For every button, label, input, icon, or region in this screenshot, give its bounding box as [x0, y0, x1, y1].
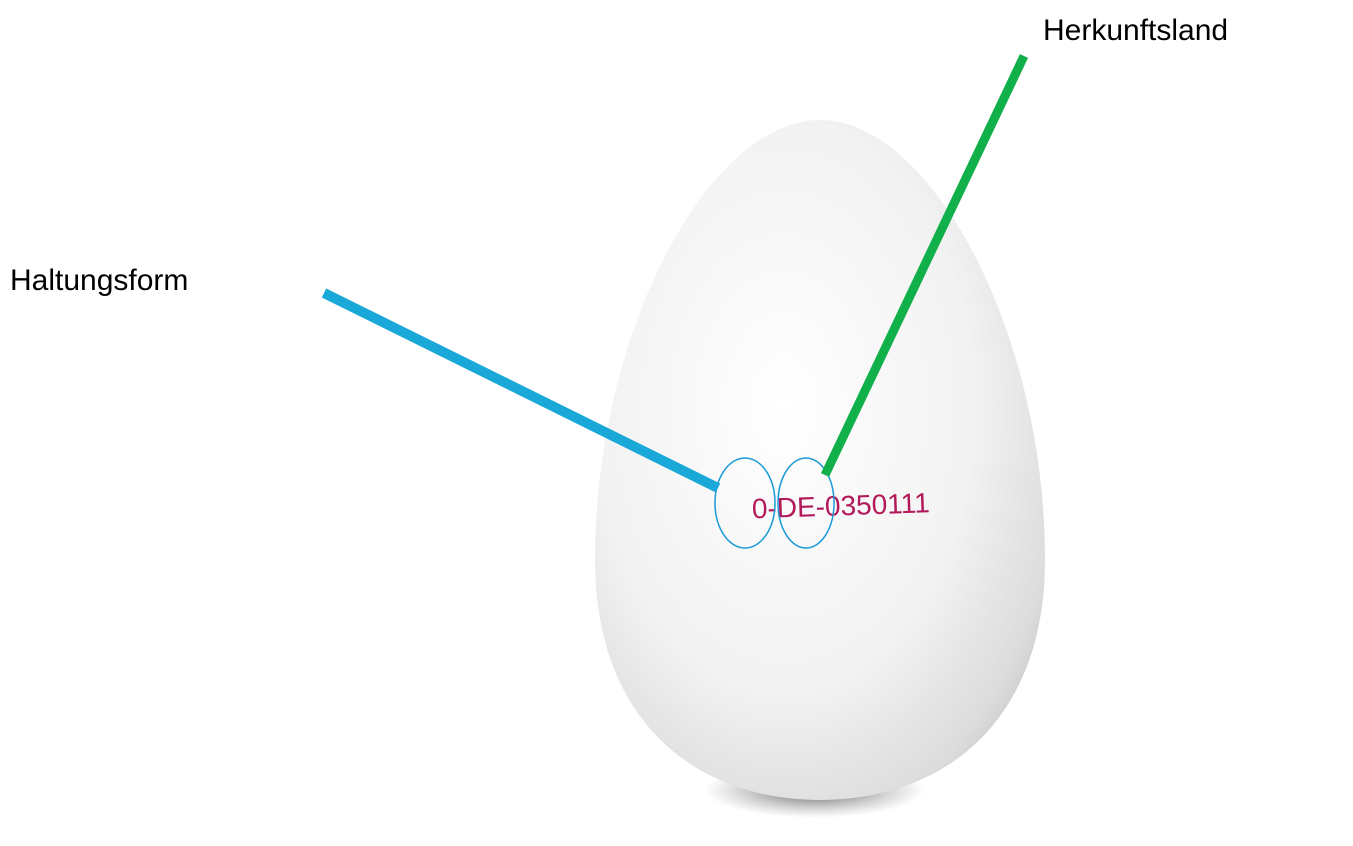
label-origin: Herkunftsland: [1043, 14, 1228, 47]
label-housing: Haltungsform: [10, 264, 188, 297]
egg-diagram: 0-DE-0350111 Herkunftsland Haltungsform: [0, 0, 1353, 846]
page: 0-DE-0350111 Herkunftsland Haltungsform …: [0, 0, 1353, 846]
